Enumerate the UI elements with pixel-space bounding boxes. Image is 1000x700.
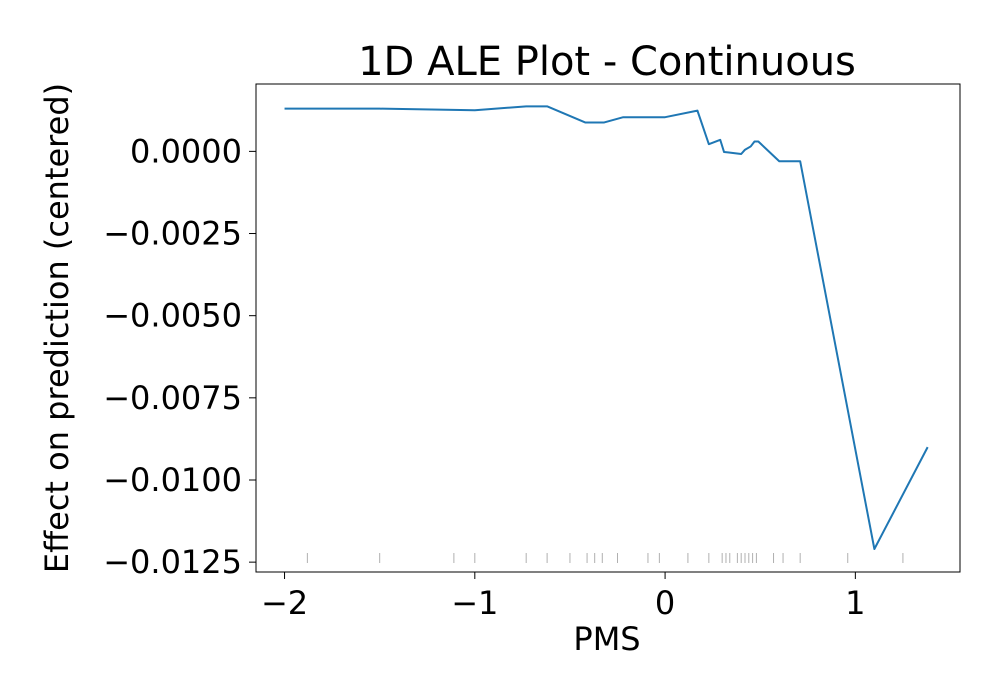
y-axis-label: Effect on prediction (centered) [38, 83, 76, 573]
x-tick-label: 1 [845, 584, 865, 622]
plot-area: −2 −1 0 1 0.0000 −0.0025 −0.0050 −0.0075 −0.0100… [103, 83, 961, 622]
y-tick-label: −0.0050 [103, 297, 242, 335]
y-tick-label: 0.0000 [130, 132, 242, 170]
x-tick-label: −1 [451, 584, 498, 622]
y-tick-label: −0.0100 [103, 461, 242, 499]
y-tick-label: −0.0025 [103, 215, 242, 253]
x-tick-label: 0 [655, 584, 675, 622]
y-tick-label: −0.0075 [103, 379, 242, 417]
x-axis-label: PMS [573, 620, 640, 658]
y-tick-label: −0.0125 [103, 543, 242, 581]
x-tick-label: −2 [261, 584, 308, 622]
axes-frame [255, 83, 961, 573]
chart-title: 1D ALE Plot - Continuous [358, 39, 856, 85]
ale-series-line [284, 105, 929, 550]
